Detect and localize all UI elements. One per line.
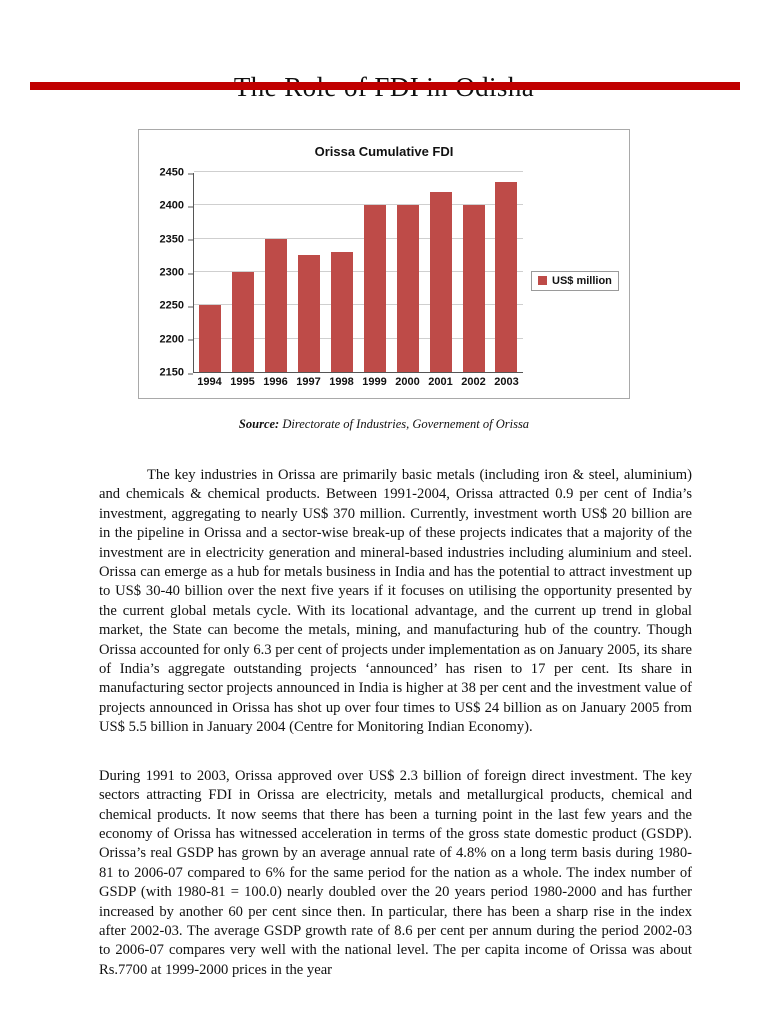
x-tick-label: 1995 [230, 376, 255, 388]
gridline [194, 204, 523, 206]
bar-1996 [265, 238, 288, 372]
source-line: Source: Directorate of Industries, Gover… [0, 417, 768, 432]
plot-area [193, 171, 523, 373]
x-tick-label: 1996 [263, 376, 288, 388]
legend-label: US$ million [552, 274, 612, 287]
bar-2003 [495, 182, 518, 372]
chart-title: Orissa Cumulative FDI [314, 144, 454, 159]
bar-2002 [462, 205, 485, 372]
y-tick-label: 2450 [160, 167, 194, 179]
bar-1995 [232, 272, 255, 372]
x-tick-label: 1999 [362, 376, 387, 388]
x-tick-label: 2000 [395, 376, 420, 388]
fdi-chart: Orissa Cumulative FDI 2150 2200 2250 2300 23… [138, 129, 630, 399]
y-axis: 2150 2200 2250 2300 2350 2400 2450 [149, 167, 194, 378]
x-axis: 1994 1995 1996 1997 1998 1999 2000 2001 2002 2003 [193, 376, 523, 388]
y-tick-label: 2250 [160, 300, 194, 312]
bar-row [194, 173, 523, 372]
y-tick-label: 2200 [160, 334, 194, 345]
gridline [194, 337, 523, 339]
x-tick-label: 1998 [329, 376, 354, 388]
x-tick-label: 2003 [494, 376, 519, 388]
paragraph-2: During 1991 to 2003, Orissa approved ove… [99, 767, 692, 978]
bar-1997 [298, 255, 321, 372]
top-rule [30, 82, 740, 90]
y-tick-label: 2400 [160, 200, 194, 212]
x-tick-label: 1997 [296, 376, 321, 388]
bar-1994 [199, 305, 222, 372]
body-text: The key industries in Orissa are primari… [99, 466, 692, 980]
paragraph-1: The key industries in Orissa are primari… [99, 467, 692, 736]
source-text: Directorate of Industries, Governement o… [282, 417, 530, 431]
x-tick-label: 2001 [428, 376, 453, 388]
y-tick-label: 2150 [160, 367, 194, 379]
bar-2000 [396, 205, 419, 372]
gridline [194, 171, 523, 172]
source-label: Source: [238, 417, 280, 431]
y-tick-label: 2300 [160, 267, 194, 279]
gridline [194, 304, 523, 306]
chart-body: 2150 2200 2250 2300 2350 2400 2450 1994 1995 199… [149, 167, 619, 388]
bar-1998 [331, 252, 353, 372]
gridline [194, 237, 523, 239]
legend: US$ million [531, 270, 619, 291]
bar-2001 [429, 192, 452, 372]
legend-swatch [538, 276, 547, 285]
bar-1999 [363, 205, 386, 372]
y-tick-label: 2350 [160, 234, 194, 245]
x-tick-label: 1994 [197, 376, 222, 388]
x-tick-label: 2002 [461, 376, 486, 388]
plot-wrap: 1994 1995 1996 1997 1998 1999 2000 2001 2002 2003 [193, 171, 523, 388]
gridline [194, 271, 523, 272]
